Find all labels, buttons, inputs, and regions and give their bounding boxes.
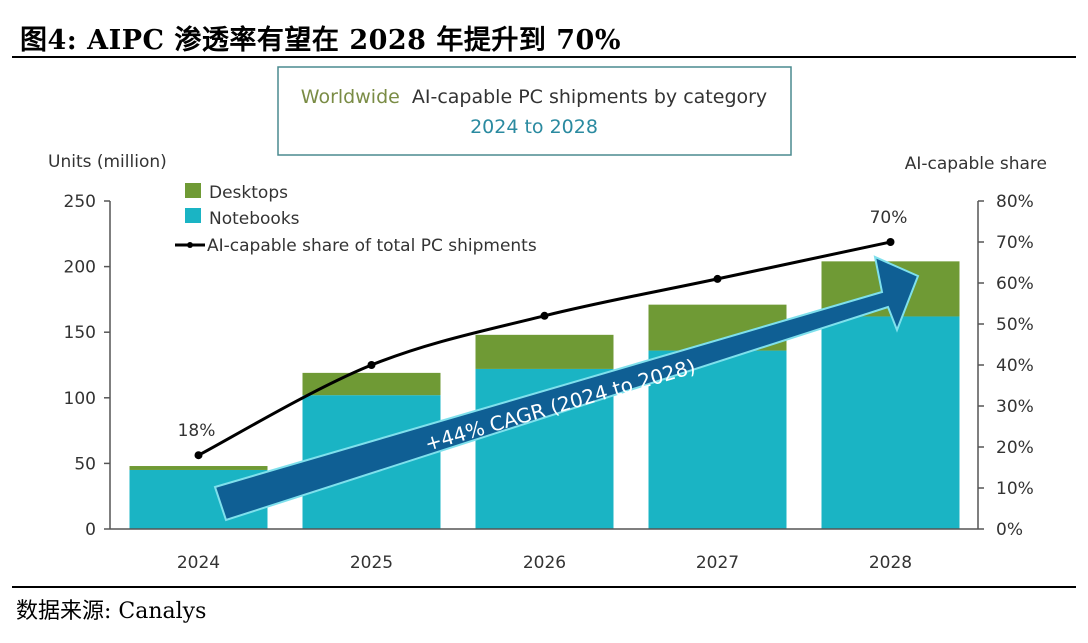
right-axis-tick-label: 0% [996,520,1023,540]
y-axis-label: Units (million) [48,152,167,172]
legend-swatch-desktops [185,183,201,198]
figure-title: 图4: AIPC 渗透率有望在 2028 年提升到 70% [20,25,621,56]
cagr-arrow-shape [213,255,920,522]
legend-line-dot [187,242,193,248]
x-tick-label: 2027 [696,553,739,573]
legend-label-notebooks: Notebooks [209,209,300,229]
x-tick-label: 2028 [869,553,912,573]
share-data-label: 18% [178,421,216,441]
right-axis-tick-label: 70% [996,233,1034,253]
legend: Desktops Notebooks AI-capable share of t… [175,183,537,256]
chart-subtitle: 2024 to 2028 [470,116,598,138]
chart-title: Worldwide AI-capable PC shipments by cat… [301,86,767,108]
x-axis-labels: 2024 2025 2026 2027 2028 [177,553,912,573]
right-axis: 0% 10% 20% 30% 40% 50% 60% 70% 80% [977,192,1034,540]
left-axis-tick-label: 0 [85,520,96,540]
x-tick-label: 2025 [350,553,393,573]
share-point-2025 [367,361,376,369]
bar-desktops-2024 [129,466,268,470]
x-tick-label: 2024 [177,553,220,573]
chart-title-main: AI-capable PC shipments by category [412,86,767,108]
right-axis-tick-label: 30% [996,397,1034,417]
left-axis: 0 50 100 150 200 250 [64,192,111,540]
legend-label-share: AI-capable share of total PC shipments [207,236,537,256]
bar-desktops-2025 [302,372,441,396]
left-axis-tick-label: 150 [64,323,96,343]
source-note: 数据来源: Canalys [16,599,207,624]
title-rule [12,56,1076,58]
left-axis-tick-label: 50 [74,454,96,474]
right-axis-tick-label: 40% [996,356,1034,376]
right-axis-tick-label: 20% [996,438,1034,458]
left-axis-tick-label: 100 [64,389,96,409]
right-axis-tick-label: 10% [996,479,1034,499]
right-axis-tick-label: 80% [996,192,1034,212]
bar-notebooks-2027 [648,350,787,529]
y2-axis-label: AI-capable share [905,154,1047,174]
legend-swatch-notebooks [185,208,201,223]
chart-title-box [277,66,792,156]
left-axis-tick-label: 250 [64,192,96,212]
source-rule [12,586,1076,588]
right-axis-tick-label: 50% [996,315,1034,335]
bar-desktops-2026 [475,334,614,369]
share-line: 18% 70% [178,208,908,460]
legend-label-desktops: Desktops [209,183,288,203]
x-tick-label: 2026 [523,553,566,573]
chart-title-worldwide: Worldwide [301,86,400,108]
share-point-2026 [540,311,549,320]
share-point-2024 [194,451,203,460]
left-axis-tick-label: 200 [64,258,96,278]
bar-notebooks-2028 [821,316,960,529]
share-point-2027 [713,274,722,283]
right-axis-tick-label: 60% [996,274,1034,294]
share-point-2028 [886,238,895,246]
share-data-label: 70% [870,208,908,228]
